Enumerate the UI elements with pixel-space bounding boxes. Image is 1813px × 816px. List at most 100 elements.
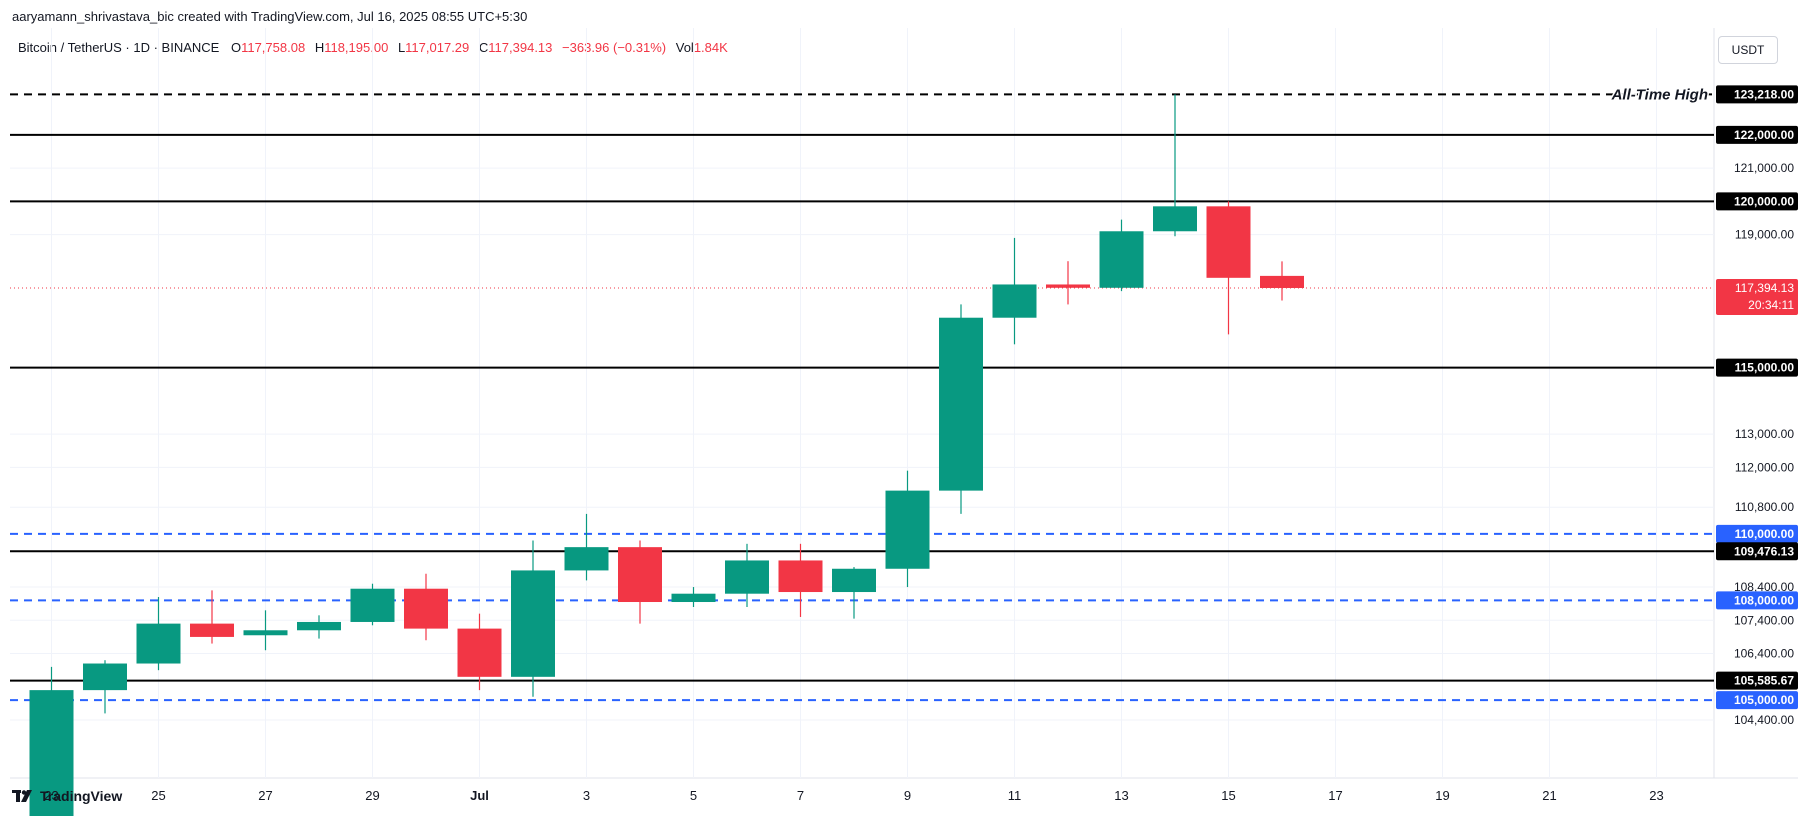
candle-body <box>564 547 609 571</box>
tradingview-logo-icon <box>12 790 32 802</box>
candle-body <box>832 568 876 593</box>
symbol-name[interactable]: Bitcoin / TetherUS · 1D · BINANCE <box>18 40 220 55</box>
open-value: 117,758.08 <box>241 40 306 55</box>
currency-button[interactable]: USDT <box>1718 36 1778 64</box>
candle-body <box>778 560 823 593</box>
y-tick-label: 112,000.00 <box>1735 460 1794 474</box>
candle-body <box>671 593 716 603</box>
tradingview-logo[interactable]: TradingView <box>12 788 122 804</box>
level-price-tag <box>1716 192 1798 211</box>
x-tick-label: 23 <box>1649 788 1663 803</box>
high-label: H <box>314 40 325 55</box>
level-price-tag <box>1716 542 1798 561</box>
x-tick-label: Jul <box>470 788 489 803</box>
candle-body <box>29 690 74 816</box>
current-price-label: 117,394.13 <box>1735 281 1794 295</box>
candle-body <box>511 570 555 677</box>
time-axis: 23 25 27 29 Jul 3 5 7 9 11 13 15 17 19 21 23 <box>44 788 1663 803</box>
bar-countdown-label: 20:34:11 <box>1748 298 1794 312</box>
level-price-label: 108,000.00 <box>1734 593 1794 607</box>
level-price-label: 109,476.13 <box>1734 544 1794 558</box>
level-price-tag <box>1716 671 1798 690</box>
y-tick-label: 108,400.00 <box>1734 580 1794 594</box>
y-tick-label: 107,400.00 <box>1734 613 1794 627</box>
level-price-label: 105,000.00 <box>1734 693 1794 707</box>
candle-body <box>83 663 127 691</box>
level-price-label: 122,000.00 <box>1734 128 1794 142</box>
candle-body <box>1046 284 1090 288</box>
candle <box>1099 219 1144 292</box>
level-price-tag <box>1716 524 1798 543</box>
candle <box>1206 201 1251 335</box>
volume-value: 1.84K <box>693 40 728 55</box>
candle <box>618 540 662 624</box>
candle-body <box>243 630 288 636</box>
candle-body <box>297 621 341 631</box>
y-tick-label: 104,400.00 <box>1734 713 1794 727</box>
price-axis: 104,400.00 106,400.00 107,400.00 108,400.00… <box>1716 85 1798 727</box>
candle-body <box>992 284 1037 318</box>
candle-body <box>1099 231 1144 288</box>
candle-body <box>618 547 662 603</box>
x-tick-label: 5 <box>690 788 697 803</box>
level-price-label: 115,000.00 <box>1735 361 1795 375</box>
level-price-label: 105,585.67 <box>1734 674 1794 688</box>
candle-body <box>136 623 181 664</box>
chart-attribution: aaryamann_shrivastava_bic created with T… <box>12 9 528 24</box>
candle <box>1260 261 1304 301</box>
candle <box>992 237 1037 345</box>
candle <box>83 660 127 714</box>
candles <box>29 94 1304 816</box>
candle <box>671 587 716 607</box>
x-tick-label: 23 <box>44 788 58 803</box>
candle <box>778 543 823 617</box>
close-value: 117,394.13 <box>488 40 553 55</box>
horizontal-levels: All-Time High <box>10 85 1714 702</box>
tradingview-logo-text: TradingView <box>40 788 123 804</box>
candle-body <box>1206 206 1251 278</box>
level-price-label: 123,218.00 <box>1734 87 1794 101</box>
y-tick-label: 119,000.00 <box>1735 228 1794 242</box>
x-tick-label: 13 <box>1114 788 1128 803</box>
x-tick-label: 9 <box>904 788 911 803</box>
close-label: C <box>478 40 489 55</box>
level-price-tag <box>1716 691 1798 710</box>
candle-body <box>1153 206 1197 232</box>
candle <box>885 470 930 588</box>
x-tick-label: 11 <box>1008 788 1022 803</box>
volume-label: Vol <box>675 40 694 55</box>
candle <box>1046 261 1090 305</box>
current-price-tag <box>1716 278 1798 315</box>
candle-body <box>939 317 983 491</box>
y-tick-label: 106,400.00 <box>1734 647 1794 661</box>
level-annotation: All-Time High <box>1611 86 1708 103</box>
x-tick-label: 25 <box>151 788 165 803</box>
candle <box>136 597 181 671</box>
ohlc-legend: Bitcoin / TetherUS · 1D · BINANCE O117,7… <box>18 40 734 55</box>
candle <box>404 573 448 641</box>
low-value: 117,017.29 <box>405 40 470 55</box>
y-tick-label: 113,000.00 <box>1735 427 1794 441</box>
level-price-tag <box>1716 591 1798 610</box>
x-tick-label: 3 <box>583 788 590 803</box>
y-tick-label: 110,800.00 <box>1735 500 1794 514</box>
open-label: O <box>230 40 242 55</box>
candle <box>511 540 555 697</box>
level-price-label: 110,000.00 <box>1735 527 1795 541</box>
candle-body <box>1260 275 1304 288</box>
candle <box>190 590 234 644</box>
x-tick-label: 19 <box>1435 788 1449 803</box>
candle <box>29 666 74 816</box>
x-tick-label: 7 <box>797 788 804 803</box>
x-tick-label: 27 <box>258 788 272 803</box>
candle <box>350 583 395 626</box>
candle <box>725 543 769 607</box>
y-tick-label: 121,000.00 <box>1734 161 1794 175</box>
x-tick-label: 17 <box>1328 788 1342 803</box>
candle-body <box>404 588 448 629</box>
candle <box>243 610 288 651</box>
chart-grid <box>10 28 1798 779</box>
level-price-tag <box>1716 125 1798 144</box>
level-price-tag <box>1716 358 1798 377</box>
